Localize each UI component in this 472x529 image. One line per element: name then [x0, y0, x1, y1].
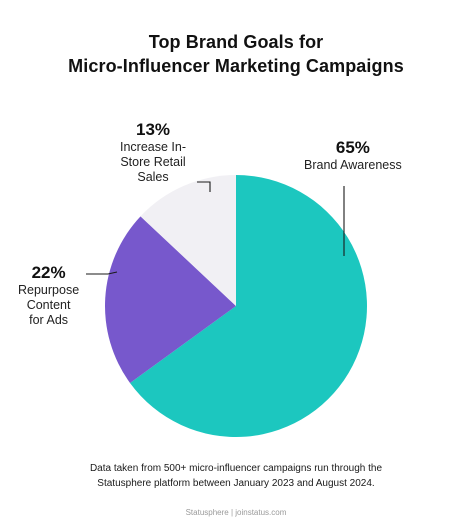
- chart-title: Top Brand Goals for Micro-Influencer Mar…: [0, 30, 472, 78]
- footnote: Data taken from 500+ micro-influencer ca…: [0, 461, 472, 491]
- slice-name-line-1-repurpose-content: Repurpose: [18, 283, 80, 297]
- chart-title-line-2: Micro-Influencer Marketing Campaigns: [68, 56, 404, 76]
- slice-label-brand-awareness: 65% Brand Awareness: [304, 138, 402, 173]
- pie-slice-increase-retail-sales: [140, 175, 236, 306]
- pie-slice-brand-awareness: [130, 175, 368, 437]
- slice-name-line-3-increase-retail-sales: Sales: [137, 170, 169, 184]
- slice-percent-repurpose-content: 22%: [31, 263, 66, 282]
- slice-label-increase-retail-sales: 13% Increase In- Store Retail Sales: [120, 120, 186, 185]
- slice-name-line-2-repurpose-content: Content: [26, 298, 71, 312]
- credit-text: Statusphere | joinstatus.com: [185, 508, 287, 517]
- leader-lines: [86, 181, 345, 275]
- pie-slices: [105, 175, 368, 437]
- slice-name-line-3-repurpose-content: for Ads: [29, 313, 69, 327]
- slice-name-line-2-increase-retail-sales: Store Retail: [120, 155, 186, 169]
- chart-title-line-1: Top Brand Goals for: [148, 32, 324, 52]
- slice-percent-increase-retail-sales: 13%: [135, 120, 171, 139]
- slice-name-line-1-increase-retail-sales: Increase In-: [120, 140, 187, 154]
- footnote-line-2: Statusphere platform between January 202…: [97, 478, 375, 489]
- leader-line-repurpose-content: [86, 271, 118, 275]
- slice-label-repurpose-content: 22% Repurpose Content for Ads: [18, 263, 79, 328]
- slice-percent-brand-awareness: 65%: [335, 138, 370, 157]
- slice-name-brand-awareness: Brand Awareness: [304, 158, 402, 172]
- leader-line-increase-retail-sales: [197, 181, 211, 192]
- footnote-line-1: Data taken from 500+ micro-influencer ca…: [89, 463, 383, 474]
- pie-slice-repurpose-content: [105, 216, 237, 383]
